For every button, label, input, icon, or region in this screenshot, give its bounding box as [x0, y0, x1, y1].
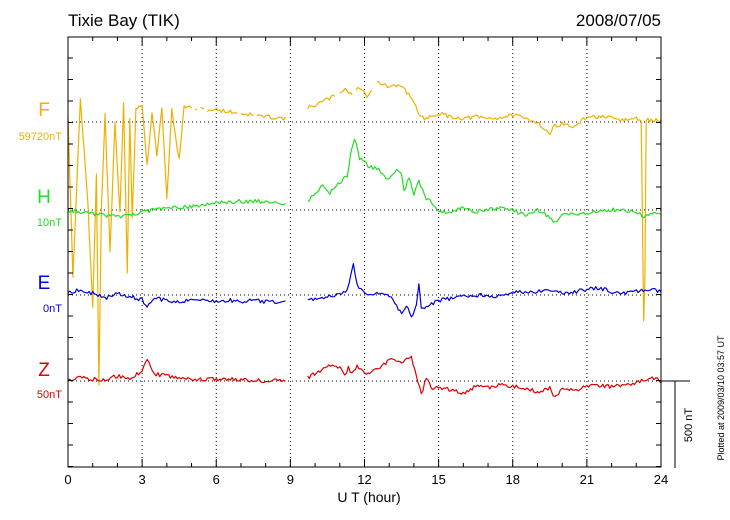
scale-bar: 500 nT — [661, 380, 695, 468]
series-line-f — [307, 94, 336, 110]
series-line-f — [194, 108, 198, 111]
series-name-e: E — [38, 273, 51, 294]
series-name-h: H — [37, 187, 51, 208]
series-line-f — [256, 114, 286, 121]
series-line-h — [307, 138, 661, 223]
x-tick-label: 9 — [287, 472, 294, 487]
x-tick-label: 0 — [64, 472, 71, 487]
series-line-z — [67, 358, 286, 384]
series-line-f — [200, 106, 205, 110]
grid-lines — [68, 37, 661, 467]
scale-bar-label: 500 nT — [683, 408, 695, 443]
series-name-f: F — [38, 100, 50, 121]
series-line-f — [376, 80, 662, 322]
baseline-value-f: 59720nT — [19, 131, 63, 143]
baseline-value-e: 0nT — [43, 303, 62, 315]
data-traces — [67, 80, 662, 398]
baseline-value-z: 50nT — [37, 389, 62, 401]
x-tick-label: 15 — [431, 472, 445, 487]
station-title: Tixie Bay (TIK) — [68, 11, 180, 30]
series-line-z — [307, 355, 662, 398]
x-tick-label: 6 — [213, 472, 220, 487]
series-line-f — [240, 112, 254, 117]
plot-date: 2008/07/05 — [576, 11, 661, 30]
series-line-h — [67, 198, 286, 219]
series-line-f — [206, 107, 238, 115]
series-line-e — [67, 288, 286, 308]
baseline-value-h: 10nT — [37, 217, 62, 229]
series-line-f — [355, 86, 373, 99]
component-labels: F 59720nT H 10nT E 0nT Z 50nT — [19, 100, 63, 401]
x-tick-label: 3 — [139, 472, 146, 487]
x-axis-label: U T (hour) — [337, 489, 400, 505]
series-line-f — [339, 87, 353, 96]
axis-ticks: 0 3 6 9 12 15 18 21 24 — [64, 37, 668, 487]
series-name-z: Z — [38, 360, 50, 381]
x-tick-label: 21 — [580, 472, 594, 487]
series-line-f — [67, 98, 192, 386]
series-line-e — [307, 263, 662, 318]
plotted-timestamp: Plotted at 2009/03/10 03:57 UT — [716, 335, 726, 461]
x-tick-label: 12 — [357, 472, 371, 487]
x-tick-label: 24 — [654, 472, 668, 487]
x-tick-label: 18 — [506, 472, 520, 487]
